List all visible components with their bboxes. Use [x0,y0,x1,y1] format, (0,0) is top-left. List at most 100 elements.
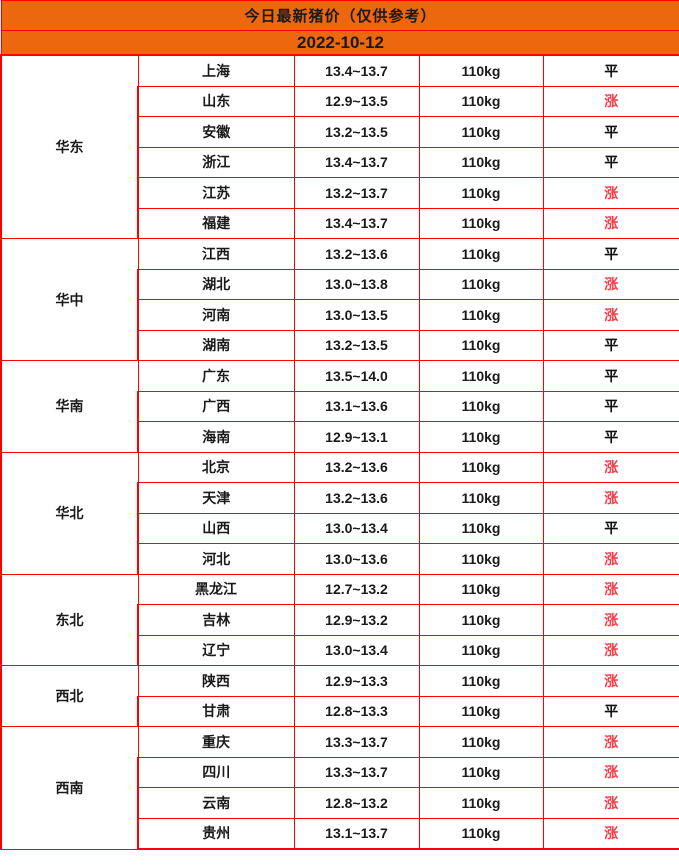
status-cell: 涨 [542,299,679,331]
province-cell: 北京 [137,451,295,483]
weight-cell: 110kg [418,512,544,544]
province-cell: 上海 [137,54,295,87]
weight-cell: 110kg [418,573,544,605]
table-row: 安徽 13.2~13.5 110kg 平 [1,116,679,148]
weight-cell: 110kg [418,146,544,178]
status-cell: 平 [542,329,679,361]
province-cell: 山东 [137,85,295,117]
province-cell: 天津 [137,482,295,514]
price-cell: 13.2~13.7 [293,177,420,209]
status-cell: 平 [542,238,679,270]
province-cell: 湖北 [137,268,295,300]
table-row: 西南 重庆 13.3~13.7 110kg 涨 [0,726,679,850]
province-cell: 安徽 [137,116,295,148]
price-cell: 13.3~13.7 [293,756,420,788]
weight-cell: 110kg [418,665,544,697]
price-cell: 13.2~13.6 [293,451,420,483]
price-cell: 13.2~13.6 [293,238,420,270]
table-row: 华中 江西 13.2~13.6 110kg 平 [0,238,679,361]
province-cell: 四川 [137,756,295,788]
weight-cell: 110kg [418,329,544,361]
region-cell: 华中 [0,238,139,361]
province-cell: 海南 [137,421,295,453]
table-row: 贵州 13.1~13.7 110kg 涨 [1,817,679,850]
status-cell: 平 [542,421,679,453]
status-cell: 涨 [542,177,679,209]
price-cell: 13.4~13.7 [293,207,420,239]
table-row: 山西 13.0~13.4 110kg 平 [1,512,679,544]
weight-cell: 110kg [418,85,544,117]
province-cell: 河南 [137,299,295,331]
status-cell: 涨 [542,207,679,239]
price-cell: 13.4~13.7 [293,146,420,178]
province-cell: 甘肃 [137,695,295,727]
status-cell: 涨 [542,787,679,819]
status-cell: 涨 [542,726,679,758]
region-cell: 华南 [0,360,139,453]
status-cell: 平 [542,146,679,178]
weight-cell: 110kg [418,360,544,392]
province-cell: 陕西 [137,665,295,697]
table-row: 广西 13.1~13.6 110kg 平 [1,390,679,422]
price-cell: 12.9~13.3 [293,665,420,697]
weight-cell: 110kg [418,726,544,758]
price-cell: 13.0~13.6 [293,543,420,575]
page-title: 今日最新猪价（仅供参考） [0,0,679,31]
table-row: 江苏 13.2~13.7 110kg 涨 [1,177,679,209]
price-cell: 12.9~13.2 [293,604,420,636]
table-row: 海南 12.9~13.1 110kg 平 [1,421,679,453]
weight-cell: 110kg [418,482,544,514]
status-cell: 涨 [542,604,679,636]
table-row: 河南 13.0~13.5 110kg 涨 [1,299,679,331]
province-cell: 浙江 [137,146,295,178]
price-cell: 13.5~14.0 [293,360,420,392]
weight-cell: 110kg [418,268,544,300]
province-cell: 江西 [137,238,295,270]
region-cell: 东北 [0,573,139,666]
table-row: 东北 黑龙江 12.7~13.2 110kg 涨 [0,573,679,666]
weight-cell: 110kg [418,421,544,453]
table-row: 华北 北京 13.2~13.6 110kg 涨 [0,451,679,575]
price-cell: 12.8~13.2 [293,787,420,819]
status-cell: 平 [542,512,679,544]
province-cell: 山西 [137,512,295,544]
province-cell: 黑龙江 [137,573,295,605]
weight-cell: 110kg [418,116,544,148]
status-cell: 涨 [542,268,679,300]
table-row: 河北 13.0~13.6 110kg 涨 [1,543,679,575]
status-cell: 涨 [542,634,679,666]
title-row: 今日最新猪价（仅供参考） [0,0,679,31]
price-rows: 华东 上海 13.4~13.7 110kg 平山东 12.9~13.5 110kg 涨安徽 13… [0,54,679,850]
price-cell: 13.2~13.5 [293,329,420,361]
price-cell: 13.0~13.8 [293,268,420,300]
table-row: 云南 12.8~13.2 110kg 涨 [1,787,679,819]
weight-cell: 110kg [418,238,544,270]
weight-cell: 110kg [418,695,544,727]
weight-cell: 110kg [418,604,544,636]
price-cell: 13.2~13.5 [293,116,420,148]
status-cell: 平 [542,390,679,422]
region-cell: 华北 [0,451,139,575]
weight-cell: 110kg [418,543,544,575]
province-cell: 重庆 [137,726,295,758]
region-cell: 华东 [0,54,139,239]
status-cell: 涨 [542,85,679,117]
table-row: 西北 陕西 12.9~13.3 110kg 涨 [0,665,679,727]
province-cell: 辽宁 [137,634,295,666]
price-cell: 13.4~13.7 [293,54,420,87]
table-row: 四川 13.3~13.7 110kg 涨 [1,756,679,788]
price-cell: 13.2~13.6 [293,482,420,514]
province-cell: 湖南 [137,329,295,361]
price-cell: 13.0~13.5 [293,299,420,331]
weight-cell: 110kg [418,634,544,666]
weight-cell: 110kg [418,54,544,87]
weight-cell: 110kg [418,299,544,331]
table-row: 浙江 13.4~13.7 110kg 平 [1,146,679,178]
status-cell: 平 [542,116,679,148]
price-cell: 13.1~13.6 [293,390,420,422]
price-cell: 13.1~13.7 [293,817,420,850]
province-cell: 福建 [137,207,295,239]
table-row: 华东 上海 13.4~13.7 110kg 平 [0,54,679,239]
